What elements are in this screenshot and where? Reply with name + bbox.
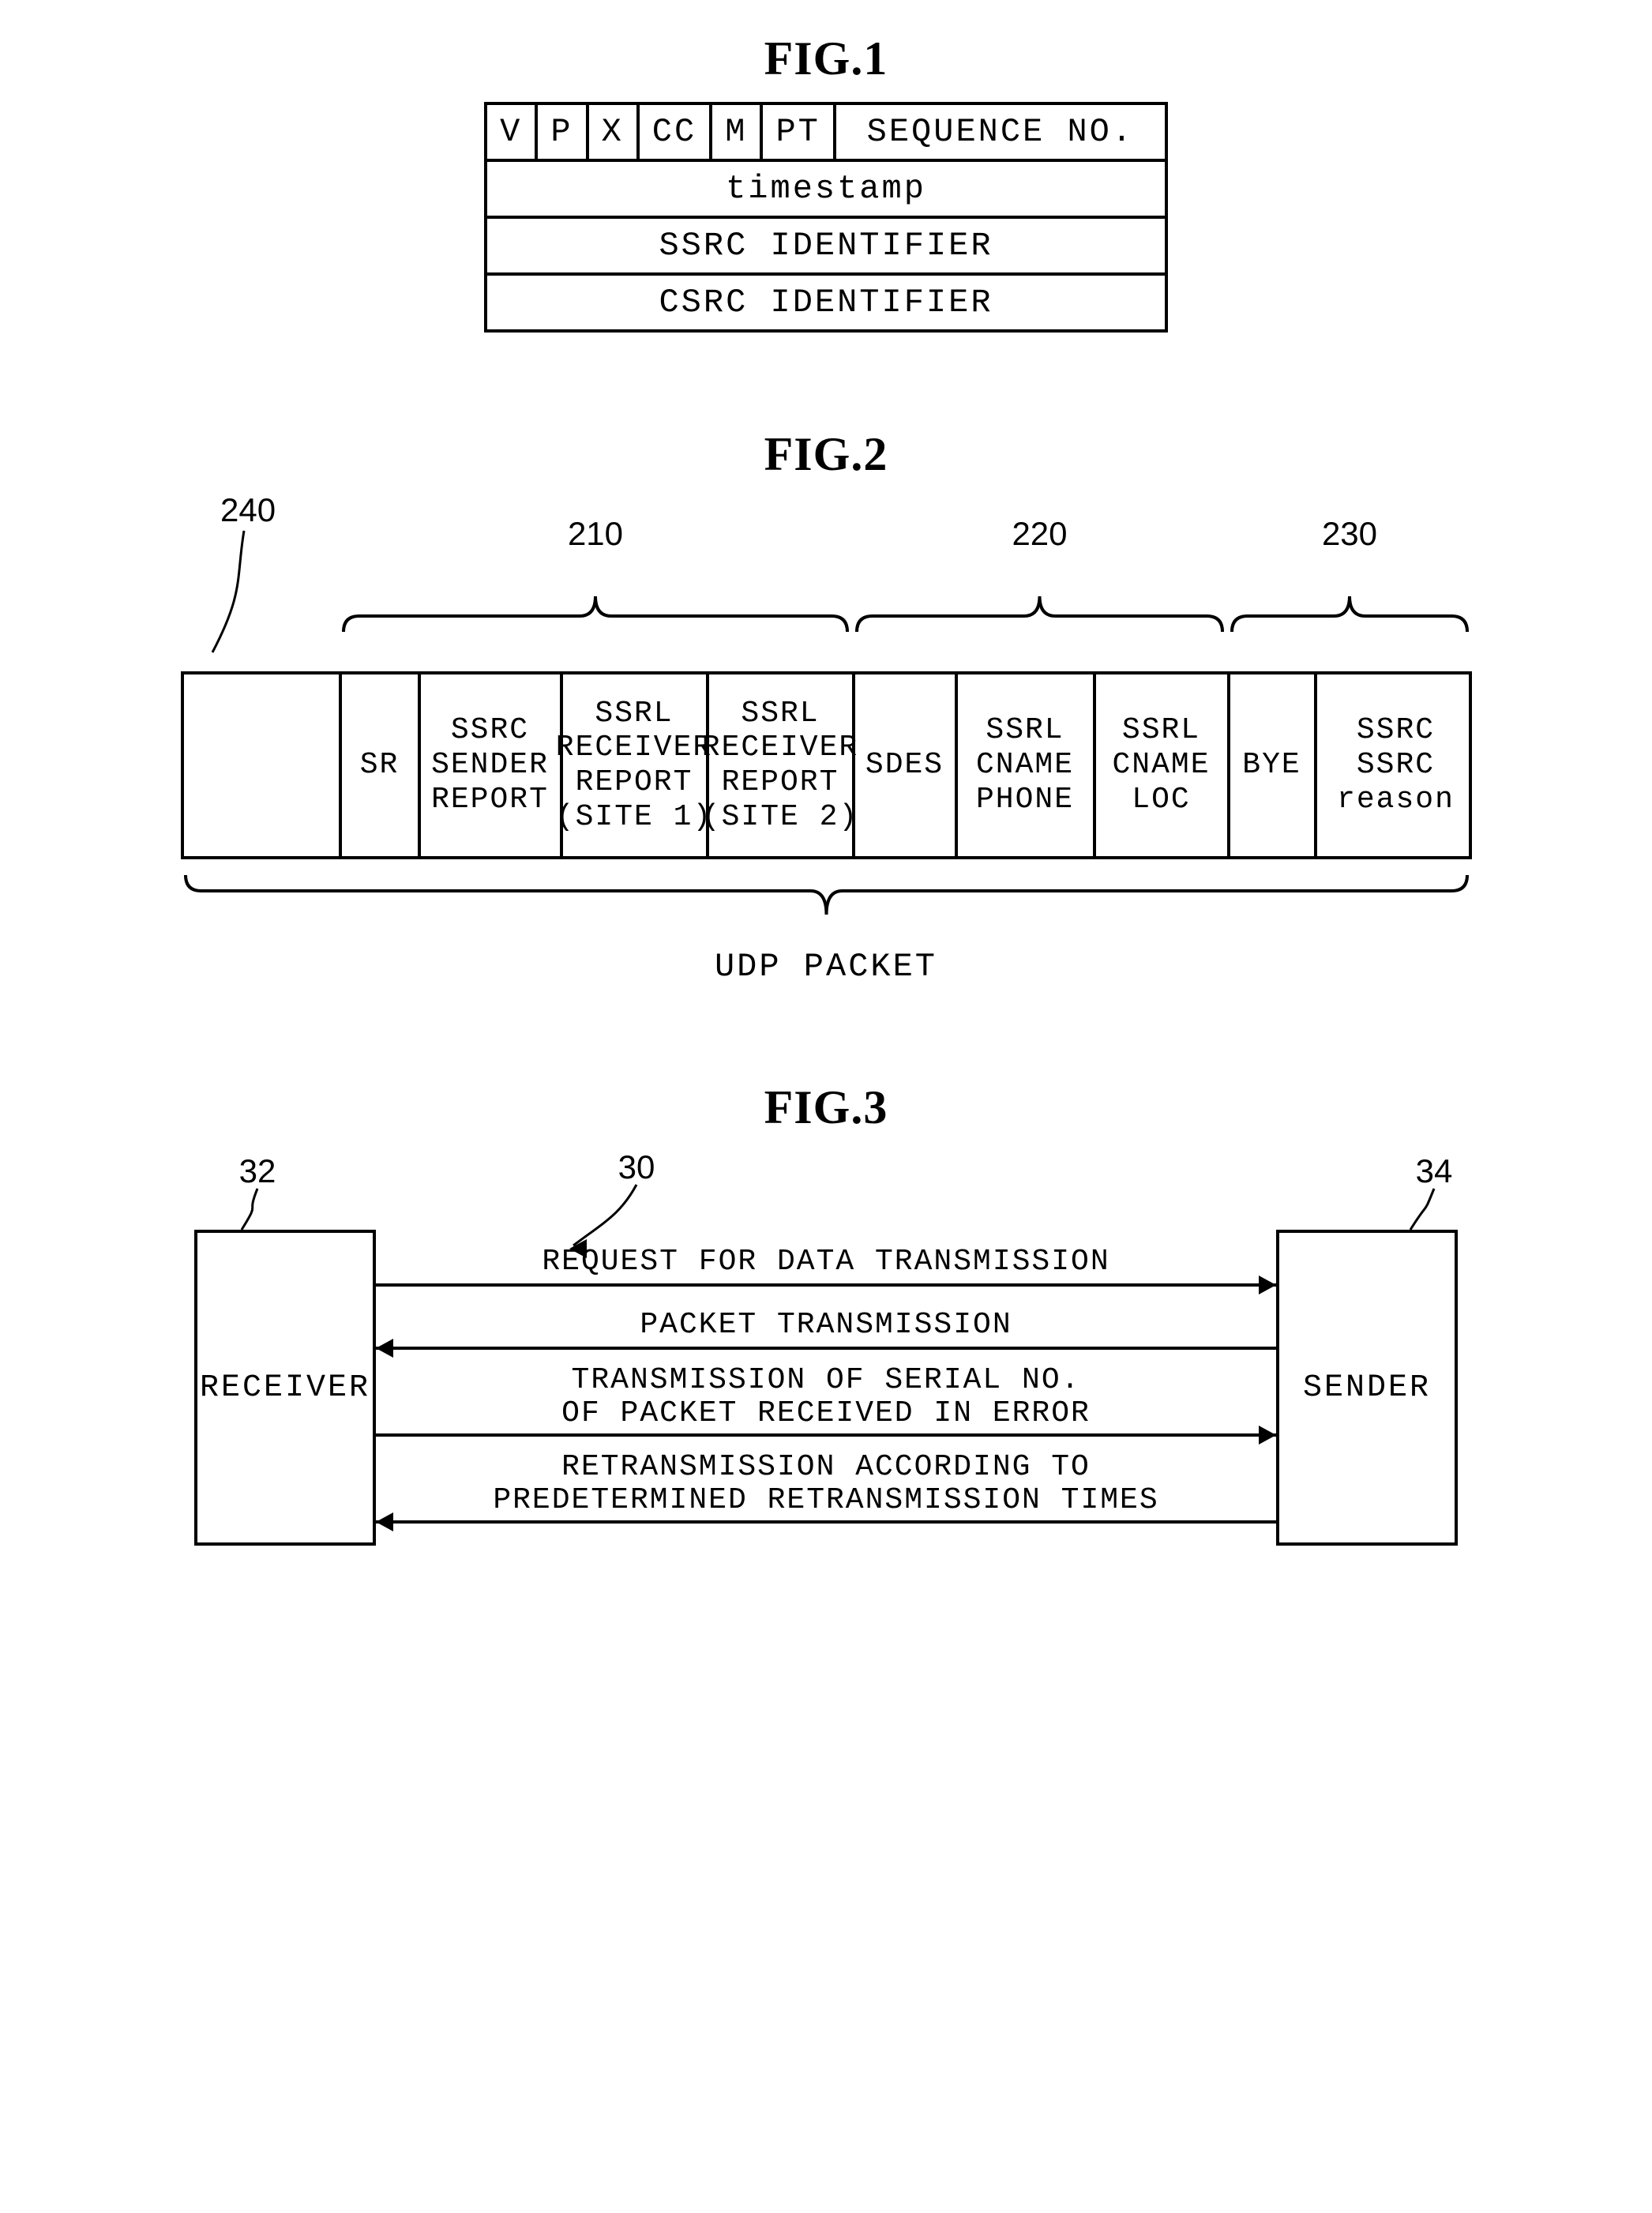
fig3-section: FIG.3 32 34 30 RECEIVER SENDER REQUEST FOR D… — [24, 1080, 1628, 1593]
svg-text:220: 220 — [1012, 515, 1067, 552]
svg-text:210: 210 — [567, 515, 622, 552]
fig1-title: FIG.1 — [24, 32, 1628, 86]
receiver-box: RECEIVER — [194, 1230, 376, 1546]
fig1-cell: CSRC IDENTIFIER — [486, 274, 1166, 331]
fig1-cell: P — [536, 103, 587, 160]
fig2-cell: SSRL CNAME LOC — [1096, 674, 1230, 856]
fig2-cell: SR — [342, 674, 421, 856]
fig2-bottom-bracket — [181, 859, 1472, 954]
fig1-row1: V P X CC M PT SEQUENCE NO. — [486, 103, 1166, 160]
svg-text:34: 34 — [1416, 1152, 1453, 1189]
fig2-cell: SSRL RECEIVER REPORT (SITE 2) — [709, 674, 855, 856]
fig2-cell: SSRL CNAME PHONE — [958, 674, 1096, 856]
fig1-cell: V — [486, 103, 536, 160]
sender-box: SENDER — [1276, 1230, 1458, 1546]
fig2-top-brackets: 240 210 220 230 — [181, 498, 1472, 671]
fig2-cell: SSRC SENDER REPORT — [421, 674, 563, 856]
fig3-arrow-label: PACKET TRANSMISSION — [388, 1309, 1264, 1342]
svg-text:230: 230 — [1321, 515, 1376, 552]
fig2-section: FIG.2 240210220230 SRSSRC SENDER REPORTS… — [24, 427, 1628, 986]
fig3-arrow-label: TRANSMISSION OF SERIAL NO. OF PACKET REC… — [388, 1364, 1264, 1430]
fig1-cell: SSRC IDENTIFIER — [486, 217, 1166, 274]
fig2-packet-row: SRSSRC SENDER REPORTSSRL RECEIVER REPORT… — [181, 671, 1472, 859]
fig1-cell: CC — [638, 103, 711, 160]
fig2-wrap: 240210220230 SRSSRC SENDER REPORTSSRL RE… — [181, 498, 1472, 986]
fig2-cell: SDES — [855, 674, 958, 856]
fig3-arrow-label: RETRANSMISSION ACCORDING TO PREDETERMINE… — [388, 1451, 1264, 1517]
fig2-title: FIG.2 — [24, 427, 1628, 482]
fig3-title: FIG.3 — [24, 1080, 1628, 1135]
fig1-cell: PT — [761, 103, 834, 160]
svg-text:240: 240 — [220, 498, 276, 528]
fig2-cell: SSRL RECEIVER REPORT (SITE 1) — [563, 674, 709, 856]
fig2-cell — [184, 674, 342, 856]
fig1-cell: M — [711, 103, 761, 160]
fig2-cell: BYE — [1230, 674, 1317, 856]
fig3-arrow-label: REQUEST FOR DATA TRANSMISSION — [388, 1246, 1264, 1279]
svg-text:32: 32 — [239, 1152, 276, 1189]
fig3-wrap: 32 34 30 RECEIVER SENDER REQUEST FOR DATA TR… — [194, 1151, 1458, 1593]
fig1-table: V P X CC M PT SEQUENCE NO. timestamp SSR… — [484, 102, 1168, 333]
fig1-cell: X — [588, 103, 638, 160]
fig1-cell: timestamp — [486, 160, 1166, 217]
svg-text:30: 30 — [618, 1151, 655, 1185]
fig1-section: FIG.1 V P X CC M PT SEQUENCE NO. timesta… — [24, 32, 1628, 333]
fig2-bottom-label: UDP PACKET — [181, 948, 1472, 986]
fig1-cell: SEQUENCE NO. — [835, 103, 1166, 160]
fig2-cell: SSRC SSRC reason — [1317, 674, 1475, 856]
